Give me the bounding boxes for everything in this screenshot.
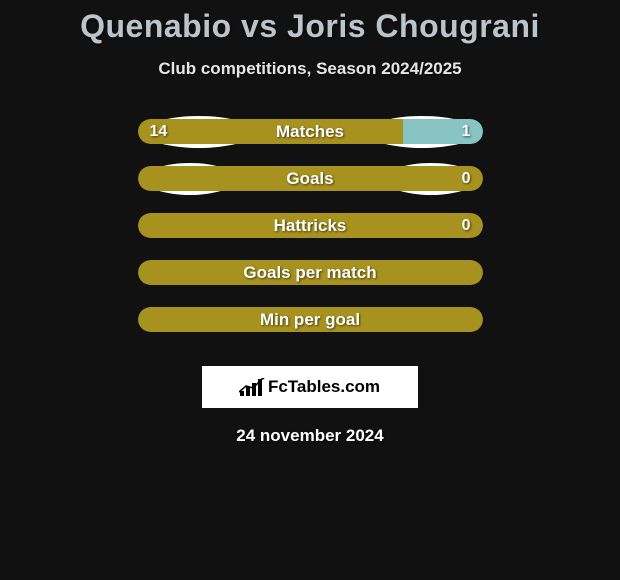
stat-row: 0 Hattricks [138,213,483,238]
stat-bar: Goals per match [138,260,483,285]
stat-label: Matches [276,122,344,142]
stat-bar: 14 1 Matches [138,119,483,144]
stat-label: Goals [286,169,333,189]
stat-row: 14 1 Matches [138,119,483,144]
footer-date: 24 november 2024 [236,426,383,446]
stat-row: Min per goal [138,307,483,332]
stat-label: Hattricks [274,216,347,236]
branding-text: FcTables.com [268,377,380,397]
stat-label: Goals per match [243,263,376,283]
page-title: Quenabio vs Joris Chougrani [80,8,540,45]
stat-value-right: 0 [462,217,471,235]
comparison-infographic: Quenabio vs Joris Chougrani Club competi… [0,0,620,446]
stat-bar: 0 Goals [138,166,483,191]
bar-segment-left [138,119,404,144]
stat-value-right: 0 [462,170,471,188]
stat-bar: 0 Hattricks [138,213,483,238]
stat-value-left: 14 [150,123,168,141]
stat-bar: Min per goal [138,307,483,332]
stat-row: Goals per match [138,260,483,285]
stat-value-right: 1 [462,123,471,141]
stat-row: 0 Goals [138,166,483,191]
barchart-icon [240,378,262,396]
stat-rows: 14 1 Matches 0 Goals 0 Hattricks Goals per matc… [138,119,483,354]
page-subtitle: Club competitions, Season 2024/2025 [158,59,461,79]
stat-label: Min per goal [260,310,360,330]
branding-box: FcTables.com [202,366,418,408]
